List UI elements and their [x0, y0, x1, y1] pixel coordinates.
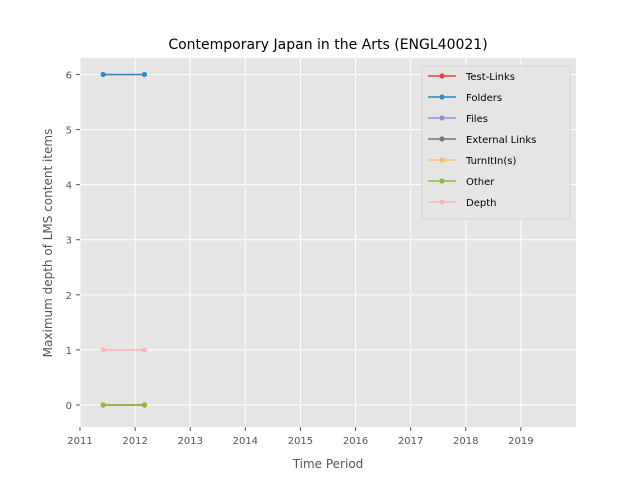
x-tick-label: 2018	[453, 436, 478, 447]
x-tick-label: 2015	[288, 436, 313, 447]
legend-label-turnitin-s: TurnItIn(s)	[465, 156, 516, 167]
x-axis-label: Time Period	[292, 457, 364, 471]
legend-label-external-links: External Links	[466, 135, 536, 146]
legend-marker-files	[439, 115, 445, 121]
x-tick-label: 2016	[343, 436, 368, 447]
data-point-folders	[141, 71, 148, 78]
legend-marker-test-links	[439, 73, 445, 79]
legend-label-files: Files	[466, 114, 488, 125]
data-point-depth	[100, 347, 106, 353]
y-tick-label: 3	[66, 236, 72, 247]
y-tick-label: 0	[66, 401, 72, 412]
data-point-depth	[141, 347, 148, 353]
x-tick-label: 2011	[67, 436, 92, 447]
legend-label-test-links: Test-Links	[465, 72, 515, 83]
x-tick-label: 2012	[122, 436, 147, 447]
legend-marker-folders	[439, 94, 445, 100]
legend-label-folders: Folders	[466, 93, 502, 104]
x-tick-label: 2017	[398, 436, 423, 447]
legend-marker-other	[439, 178, 445, 184]
data-point-folders	[100, 71, 106, 78]
legend-marker-turnitin-s	[439, 157, 445, 163]
y-tick-label: 2	[66, 291, 72, 302]
legend-label-depth: Depth	[466, 198, 496, 209]
y-tick-label: 6	[66, 71, 72, 82]
y-axis-label: Maximum depth of LMS content items	[41, 129, 55, 358]
legend-marker-external-links	[439, 136, 445, 142]
y-tick-label: 5	[66, 126, 72, 137]
y-tick-label: 1	[66, 346, 72, 357]
x-tick-label: 2014	[233, 436, 258, 447]
y-tick-label: 4	[66, 181, 72, 192]
data-point-other	[141, 402, 148, 408]
legend: Test-Links Folders Files External Links Turn…	[421, 65, 571, 220]
chart-title: Contemporary Japan in the Arts (ENGL4002…	[168, 37, 487, 53]
legend-marker-depth	[439, 199, 445, 205]
x-tick-label: 2019	[508, 436, 533, 447]
x-tick-label: 2013	[177, 436, 202, 447]
data-point-other	[100, 402, 106, 408]
legend-label-other: Other	[466, 177, 495, 188]
legend-box	[421, 65, 571, 220]
